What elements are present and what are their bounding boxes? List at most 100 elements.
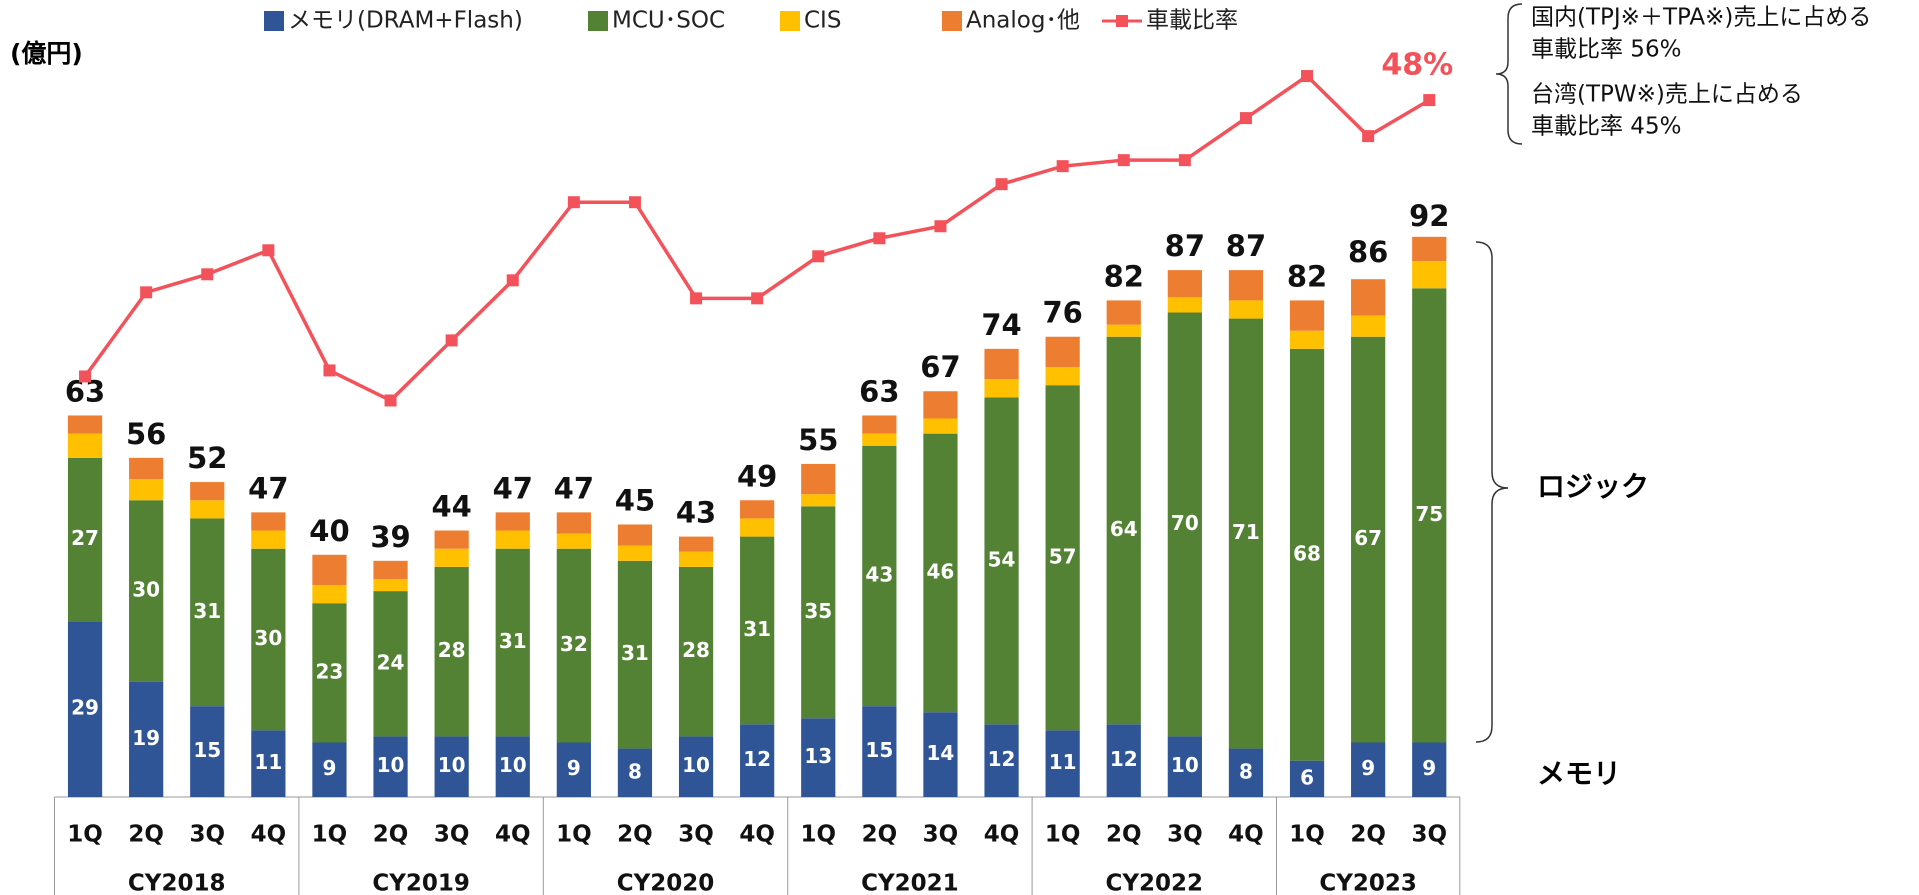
bar-segment bbox=[556, 512, 591, 534]
x-tick-label: 3Q bbox=[678, 822, 714, 848]
bar-segment bbox=[190, 500, 225, 519]
bar-segment bbox=[1412, 236, 1447, 262]
segment-label: 46 bbox=[927, 559, 955, 583]
bar-segment bbox=[1106, 724, 1141, 797]
ratio-marker bbox=[1362, 130, 1375, 143]
bar-segment bbox=[434, 548, 469, 567]
segment-label: 70 bbox=[1171, 511, 1199, 535]
total-label: 55 bbox=[798, 423, 838, 457]
group-label: CY2022 bbox=[1106, 871, 1204, 895]
x-tick-label: 2Q bbox=[1106, 822, 1142, 848]
segment-label: 15 bbox=[193, 738, 221, 762]
ratio-marker bbox=[1423, 94, 1436, 107]
segment-label: 9 bbox=[1361, 756, 1375, 780]
total-label: 47 bbox=[554, 471, 594, 505]
bar-segment bbox=[1289, 330, 1325, 349]
bar-segment bbox=[312, 603, 347, 743]
bar-segment bbox=[1228, 300, 1264, 319]
ratio-marker bbox=[1239, 112, 1252, 125]
segment-label: 23 bbox=[316, 659, 344, 683]
total-label: 87 bbox=[1165, 229, 1205, 263]
ratio-marker bbox=[262, 244, 275, 257]
brace-label: メモリ bbox=[1537, 757, 1621, 790]
ratio-marker bbox=[873, 232, 886, 245]
x-tick-label: 1Q bbox=[67, 822, 103, 848]
bar-segment bbox=[67, 415, 103, 434]
bar-segment bbox=[923, 712, 958, 797]
bar-segment bbox=[1289, 300, 1325, 331]
annotation: 国内(TPJ※＋TPA※)売上に占める bbox=[1531, 5, 1871, 31]
bar-segment bbox=[678, 536, 714, 552]
bar-segment bbox=[1351, 336, 1386, 743]
bar-segment bbox=[1289, 760, 1325, 797]
legend-swatch bbox=[942, 11, 962, 31]
legend-marker bbox=[1116, 15, 1128, 27]
segment-label: 10 bbox=[499, 753, 527, 777]
bar-segment bbox=[923, 391, 958, 419]
bar-segment bbox=[678, 736, 714, 797]
x-tick-label: 1Q bbox=[1289, 822, 1325, 848]
bar-segment bbox=[1228, 318, 1264, 749]
total-label: 47 bbox=[493, 471, 533, 505]
total-label: 74 bbox=[981, 308, 1021, 342]
bar-segment bbox=[862, 415, 897, 434]
bar-segment bbox=[190, 706, 225, 797]
segment-label: 31 bbox=[621, 641, 649, 665]
ratio-marker bbox=[445, 334, 458, 347]
total-label: 40 bbox=[309, 514, 349, 548]
segment-label: 71 bbox=[1232, 520, 1260, 544]
segment-label: 19 bbox=[132, 726, 160, 750]
bar-segment bbox=[1045, 336, 1080, 368]
bar-segment bbox=[1412, 742, 1447, 797]
total-label: 92 bbox=[1409, 199, 1449, 233]
bar-segment bbox=[373, 578, 408, 592]
segment-label: 28 bbox=[682, 638, 710, 662]
bar-segment bbox=[190, 518, 225, 707]
bar-segment bbox=[251, 730, 286, 797]
bar-segment bbox=[67, 457, 103, 622]
bar-segment bbox=[1045, 367, 1080, 386]
bar-segment bbox=[740, 518, 775, 537]
group-label: CY2018 bbox=[128, 871, 226, 895]
bar-segment bbox=[678, 566, 714, 737]
x-tick-label: 4Q bbox=[1228, 822, 1264, 848]
ratio-marker bbox=[628, 196, 641, 209]
bar-segment bbox=[129, 479, 164, 501]
bar-segment bbox=[434, 566, 469, 737]
annotation-brace bbox=[1495, 3, 1523, 145]
annotation: 車載比率 56% bbox=[1531, 37, 1681, 63]
ratio-marker bbox=[140, 286, 153, 299]
bar-segment bbox=[1106, 300, 1141, 325]
legend-label: メモリ(DRAM+Flash) bbox=[288, 8, 523, 34]
group-label: CY2023 bbox=[1319, 871, 1417, 895]
segment-label: 31 bbox=[499, 629, 527, 653]
segment-label: 67 bbox=[1354, 526, 1382, 550]
ratio-marker bbox=[751, 292, 764, 305]
x-tick-label: 3Q bbox=[189, 822, 225, 848]
bar-segment bbox=[617, 560, 653, 749]
legend-label: 車載比率 bbox=[1146, 8, 1238, 34]
x-tick-label: 1Q bbox=[800, 822, 836, 848]
x-tick-label: 2Q bbox=[862, 822, 898, 848]
x-tick-label: 4Q bbox=[984, 822, 1020, 848]
x-tick-label: 1Q bbox=[1045, 822, 1081, 848]
x-tick-label: 4Q bbox=[495, 822, 531, 848]
segment-label: 10 bbox=[377, 753, 405, 777]
bar-segment bbox=[862, 706, 897, 797]
ratio-marker bbox=[934, 220, 947, 233]
bar-segment bbox=[801, 494, 836, 507]
bar-segment bbox=[556, 742, 591, 797]
segment-label: 12 bbox=[743, 747, 771, 771]
total-label: 82 bbox=[1287, 259, 1327, 293]
ratio-marker bbox=[690, 292, 703, 305]
bar-segment bbox=[740, 536, 775, 725]
x-tick-label: 2Q bbox=[1350, 822, 1386, 848]
ratio-marker bbox=[1301, 70, 1314, 83]
bar-segment bbox=[801, 463, 836, 495]
total-label: 45 bbox=[615, 483, 655, 517]
x-tick-label: 2Q bbox=[128, 822, 164, 848]
x-tick-label: 4Q bbox=[251, 822, 287, 848]
total-label: 82 bbox=[1104, 259, 1144, 293]
bar-segment bbox=[67, 621, 103, 797]
